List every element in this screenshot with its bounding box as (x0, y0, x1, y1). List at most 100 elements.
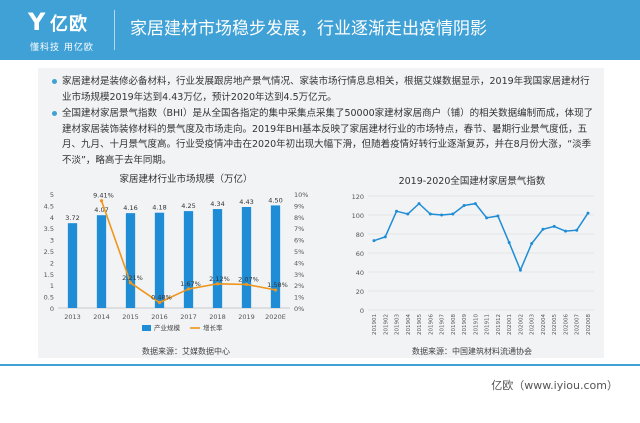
bullet-market-size: 家居建材是装修必备材料，行业发展跟房地产景气情况、家装市场行情息息相关，根据艾媒… (50, 74, 598, 105)
growth-value-label: 2.07% (238, 275, 259, 283)
bar-value-label: 4.50 (268, 196, 282, 204)
x-tick-label: 202007 (575, 314, 581, 335)
growth-point (128, 281, 133, 285)
x-tick-label: 201910 (473, 314, 479, 335)
x-tick-label: 201905 (417, 314, 423, 335)
y2-tick-label: 7% (294, 225, 304, 233)
y-tick-label: 4 (50, 214, 54, 222)
logo-brand: 亿欧 (50, 14, 88, 35)
bhi-point (383, 235, 387, 239)
y-tick-label: 1.5 (44, 271, 54, 279)
x-tick-label: 202002 (518, 314, 524, 335)
growth-value-label: 1.67% (180, 280, 201, 288)
logo-y-icon: Y (28, 8, 46, 36)
bhi-point (473, 202, 477, 206)
growth-value-label: 2.12% (209, 275, 230, 283)
growth-value-label: 1.58% (267, 281, 288, 289)
y-tick-label: 100 (352, 212, 364, 220)
bhi-point (417, 202, 421, 206)
chart1-source: 数据来源：艾媒数据中心 (142, 346, 230, 356)
x-tick-label: 2017 (180, 313, 197, 321)
chart2-title: 2019-2020全国建材家居景气指数 (399, 175, 546, 187)
bhi-line (373, 202, 589, 273)
y-tick-label: 120 (352, 193, 364, 201)
y-tick-label: 3 (50, 237, 54, 245)
page-title: 家居建材市场稳步发展，行业逐渐走出疫情阴影 (130, 19, 487, 39)
y-tick-label: 2.5 (44, 248, 54, 256)
x-tick-label: 201911 (485, 314, 491, 335)
bar (270, 205, 281, 308)
logo-slogan: 懂科技 用亿欧 (30, 43, 94, 53)
y-tick-label: 2 (50, 259, 54, 267)
y2-tick-label: 5% (294, 248, 304, 256)
bhi-point (507, 241, 511, 245)
x-tick-label: 201903 (395, 314, 401, 335)
bar (212, 209, 223, 308)
y2-tick-label: 0% (294, 305, 304, 313)
growth-point (186, 287, 191, 291)
y2-tick-label: 10% (294, 191, 308, 199)
y-tick-label: 0 (360, 307, 364, 315)
y-tick-label: 60 (356, 250, 364, 258)
growth-value-label: 9.41% (93, 192, 114, 200)
y2-tick-label: 9% (294, 202, 304, 210)
x-tick-label: 2015 (122, 313, 139, 321)
y2-tick-label: 6% (294, 237, 304, 245)
legend-bar-swatch (142, 325, 151, 331)
bar (183, 211, 194, 308)
x-tick-label: 202008 (586, 314, 592, 335)
bar-value-label: 4.18 (152, 204, 166, 212)
bhi-point (586, 211, 590, 215)
y-tick-label: 4.5 (44, 202, 54, 210)
bhi-point (451, 212, 455, 216)
bhi-point (541, 227, 545, 231)
x-tick-label: 2018 (209, 313, 226, 321)
y2-tick-label: 8% (294, 214, 304, 222)
bullet-bhi-index: 全国建材家居景气指数（BHI）是从全国各指定的集中采集点采集了50000家建材家… (50, 106, 598, 168)
bhi-point (518, 268, 522, 272)
chart1-title: 家居建材行业市场规模（万亿） (119, 173, 252, 185)
y-tick-label: 20 (356, 288, 364, 296)
y2-tick-label: 1% (294, 294, 304, 302)
x-tick-label: 2020E (265, 313, 286, 321)
x-tick-label: 2019 (238, 313, 255, 321)
bar (67, 223, 78, 308)
content-panel: 家居建材是装修必备材料，行业发展跟房地产景气情况、家装市场行情息息相关，根据艾媒… (38, 68, 604, 358)
x-tick-label: 201912 (496, 314, 502, 335)
x-tick-label: 201908 (451, 314, 457, 335)
bar (96, 215, 107, 308)
legend-bar-label: 产业规模 (154, 323, 181, 332)
y-tick-label: 1 (50, 282, 54, 290)
bhi-point (428, 212, 432, 216)
bhi-point (575, 228, 579, 232)
x-tick-label: 201901 (372, 314, 378, 335)
chart2-source: 数据来源：中国建筑材料流通协会 (412, 346, 532, 356)
bhi-index-chart: 2019-2020全国建材家居景气指数 0 20 40 60 80 100 120 20190… (352, 175, 594, 356)
bhi-point (496, 214, 500, 218)
x-tick-label: 201906 (428, 314, 434, 335)
growth-value-label: 2.21% (122, 274, 143, 282)
growth-point (273, 288, 278, 292)
x-tick-label: 202005 (552, 314, 558, 335)
bar (154, 212, 165, 308)
bhi-point (406, 212, 410, 216)
growth-point (99, 199, 104, 203)
bar-value-label: 4.34 (210, 200, 224, 208)
growth-point (157, 300, 162, 305)
y-tick-label: 40 (356, 269, 364, 277)
bhi-point (485, 216, 489, 220)
y2-tick-label: 3% (294, 271, 304, 279)
x-tick-label: 201909 (462, 314, 468, 335)
y-tick-label: 5 (50, 191, 54, 199)
x-tick-label: 202004 (541, 314, 547, 335)
bullet-list: 家居建材是装修必备材料，行业发展跟房地产景气情况、家装市场行情息息相关，根据艾媒… (50, 74, 598, 169)
legend-line-label: 增长率 (203, 323, 223, 332)
x-tick-label: 201907 (440, 314, 446, 335)
bar-value-label: 4.07 (94, 206, 108, 214)
x-tick-label: 2016 (151, 313, 168, 321)
y-tick-label: 0 (50, 305, 54, 313)
y-tick-label: 3.5 (44, 225, 54, 233)
bhi-point (552, 224, 556, 228)
market-size-chart: 家居建材行业市场规模（万亿） 0 0.5 1 1.5 2 2.5 3 3.5 4 4.5 5 0% 1%… (44, 173, 309, 356)
growth-value-label: 0.48% (151, 294, 172, 302)
